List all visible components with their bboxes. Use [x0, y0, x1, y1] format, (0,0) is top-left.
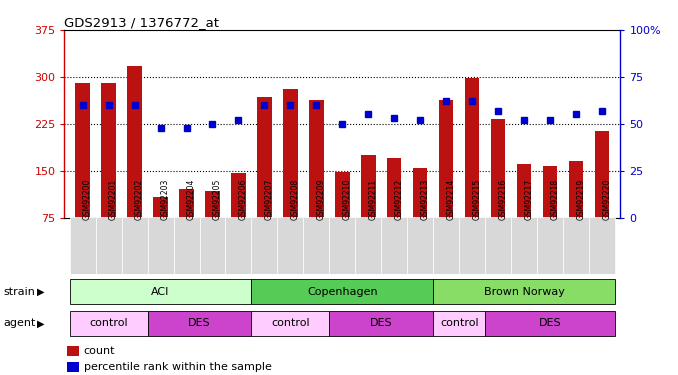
- Bar: [465, 78, 479, 218]
- Bar: [127, 66, 142, 218]
- Text: GSM92210: GSM92210: [342, 179, 351, 220]
- Bar: [70, 217, 96, 274]
- Bar: [70, 279, 252, 304]
- Bar: [258, 97, 272, 218]
- Bar: [595, 131, 610, 218]
- Text: GSM92201: GSM92201: [108, 179, 117, 220]
- Bar: [563, 217, 589, 274]
- Bar: [75, 83, 89, 218]
- Text: GSM92208: GSM92208: [290, 179, 300, 220]
- Bar: [335, 172, 350, 217]
- Bar: [121, 217, 148, 274]
- Bar: [433, 217, 459, 274]
- Bar: [199, 217, 226, 274]
- Bar: [439, 100, 454, 218]
- Text: GSM92202: GSM92202: [134, 179, 144, 220]
- Text: DES: DES: [188, 318, 211, 328]
- Bar: [70, 311, 148, 336]
- Text: GSM92205: GSM92205: [212, 179, 222, 220]
- Text: ▶: ▶: [37, 286, 45, 297]
- Bar: [381, 217, 407, 274]
- Bar: [309, 100, 323, 218]
- Bar: [283, 89, 298, 218]
- Text: GSM92217: GSM92217: [524, 179, 533, 220]
- Bar: [148, 311, 252, 336]
- Text: percentile rank within the sample: percentile rank within the sample: [84, 362, 272, 372]
- Bar: [148, 217, 174, 274]
- Text: Brown Norway: Brown Norway: [484, 286, 565, 297]
- Text: control: control: [271, 318, 310, 328]
- Bar: [485, 311, 615, 336]
- Text: ▶: ▶: [37, 318, 45, 328]
- Bar: [153, 197, 167, 217]
- Bar: [569, 160, 583, 218]
- Bar: [485, 217, 511, 274]
- Text: count: count: [84, 346, 115, 356]
- Bar: [413, 168, 427, 217]
- Bar: [180, 189, 194, 217]
- Bar: [304, 217, 330, 274]
- Text: DES: DES: [370, 318, 393, 328]
- Bar: [589, 217, 615, 274]
- Bar: [174, 217, 199, 274]
- Bar: [226, 217, 252, 274]
- Bar: [407, 217, 433, 274]
- Text: GSM92211: GSM92211: [368, 179, 378, 220]
- Text: agent: agent: [3, 318, 36, 328]
- Text: GSM92203: GSM92203: [161, 179, 170, 220]
- Bar: [67, 346, 79, 356]
- Bar: [252, 279, 433, 304]
- Bar: [67, 362, 79, 372]
- Bar: [491, 119, 505, 218]
- Bar: [102, 82, 116, 218]
- Text: control: control: [440, 318, 479, 328]
- Text: GSM92209: GSM92209: [317, 179, 325, 220]
- Text: GSM92212: GSM92212: [395, 179, 403, 220]
- Bar: [252, 217, 277, 274]
- Bar: [252, 311, 330, 336]
- Text: GDS2913 / 1376772_at: GDS2913 / 1376772_at: [64, 16, 220, 29]
- Text: GSM92204: GSM92204: [186, 179, 195, 220]
- Text: GSM92220: GSM92220: [602, 179, 611, 220]
- Text: GSM92216: GSM92216: [498, 179, 507, 220]
- Bar: [433, 311, 485, 336]
- Text: DES: DES: [539, 318, 561, 328]
- Text: strain: strain: [3, 286, 35, 297]
- Text: GSM92215: GSM92215: [473, 179, 481, 220]
- Text: GSM92213: GSM92213: [420, 179, 429, 220]
- Bar: [205, 190, 220, 217]
- Text: GSM92214: GSM92214: [446, 179, 456, 220]
- Bar: [330, 311, 433, 336]
- Text: GSM92200: GSM92200: [83, 179, 92, 220]
- Bar: [537, 217, 563, 274]
- Bar: [459, 217, 485, 274]
- Bar: [511, 217, 537, 274]
- Text: control: control: [89, 318, 128, 328]
- Text: GSM92207: GSM92207: [264, 179, 273, 220]
- Text: GSM92218: GSM92218: [551, 179, 559, 220]
- Text: ACI: ACI: [151, 286, 170, 297]
- Text: Copenhagen: Copenhagen: [307, 286, 378, 297]
- Bar: [96, 217, 121, 274]
- Bar: [387, 158, 401, 218]
- Bar: [543, 166, 557, 218]
- Bar: [231, 172, 245, 217]
- Bar: [330, 217, 355, 274]
- Bar: [517, 164, 532, 218]
- Text: GSM92219: GSM92219: [576, 179, 585, 220]
- Bar: [433, 279, 615, 304]
- Bar: [361, 155, 376, 218]
- Text: GSM92206: GSM92206: [239, 179, 247, 220]
- Bar: [355, 217, 381, 274]
- Bar: [277, 217, 304, 274]
